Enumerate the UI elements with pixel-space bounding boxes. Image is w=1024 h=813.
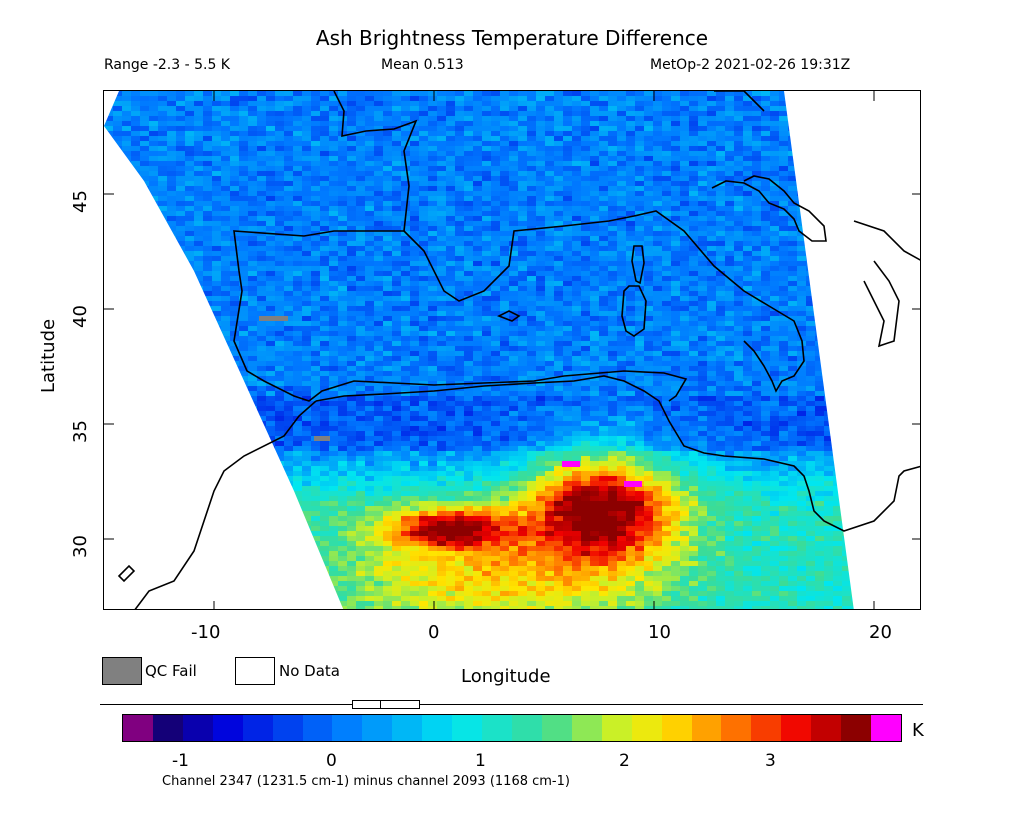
y-axis-label: Latitude [38,318,59,393]
colorbar-tick-neg1: -1 [172,751,189,771]
colorbar-segment [631,715,662,741]
colorbar-segment [571,715,602,741]
graticule-ticks [104,91,920,609]
x-axis-label: Longitude [461,666,551,687]
lon-tick-10: 10 [648,622,671,643]
plot-title: Ash Brightness Temperature Difference [315,26,709,50]
ash-pixel-field [104,91,854,609]
colorbar [122,714,902,742]
coastline-africa [117,375,920,609]
colorbar-segment [811,715,842,741]
colorbar-segment [751,715,782,741]
colorbar-segment [721,715,752,741]
lat-tick-40: 40 [70,305,91,328]
divider-line [100,704,923,705]
colorbar-segment [242,715,273,741]
satellite-timestamp: MetOp-2 2021-02-26 19:31Z [650,57,851,73]
coastline-europe [233,91,920,402]
qc-fail-swatch [102,657,142,685]
colorbar-segment [422,715,453,741]
colorbar-segment [781,715,812,741]
colorbar-segment [272,715,303,741]
scroll-slider-handle[interactable] [352,700,420,709]
qc-fail-label: QC Fail [145,662,197,680]
colorbar-unit: K [912,720,924,741]
colorbar-segment [212,715,243,741]
no-data-label: No Data [279,662,340,680]
slider-grip [380,701,381,708]
colorbar-segment [332,715,363,741]
colorbar-segment [601,715,632,741]
colorbar-segment [152,715,183,741]
colorbar-segment [871,715,901,741]
channel-caption: Channel 2347 (1231.5 cm-1) minus channel… [162,774,570,789]
colorbar-segment [691,715,722,741]
colorbar-tick-1: 1 [475,751,486,771]
range-readout: Range -2.3 - 5.5 K [104,57,230,73]
colorbar-segment [392,715,423,741]
lon-tick-0: 0 [428,622,440,643]
colorbar-segment [182,715,213,741]
colorbar-segment [302,715,333,741]
colorbar-segment [123,715,153,741]
mean-readout: Mean 0.513 [381,57,464,73]
map-canvas [104,91,920,609]
lat-tick-45: 45 [70,190,91,213]
colorbar-segment [661,715,692,741]
colorbar-tick-2: 2 [619,751,630,771]
lat-tick-35: 35 [70,420,91,443]
colorbar-segment [841,715,872,741]
lon-tick-20: 20 [869,622,892,643]
colorbar-segment [452,715,483,741]
colorbar-segment [482,715,512,741]
lat-tick-30: 30 [70,535,91,558]
lon-tick-neg10: -10 [191,622,221,643]
colorbar-tick-3: 3 [765,751,776,771]
colorbar-segment [362,715,393,741]
colorbar-tick-0: 0 [326,751,337,771]
map-plot [103,90,921,610]
colorbar-segment [541,715,572,741]
no-data-swatch [235,657,275,685]
colorbar-segment [511,715,542,741]
